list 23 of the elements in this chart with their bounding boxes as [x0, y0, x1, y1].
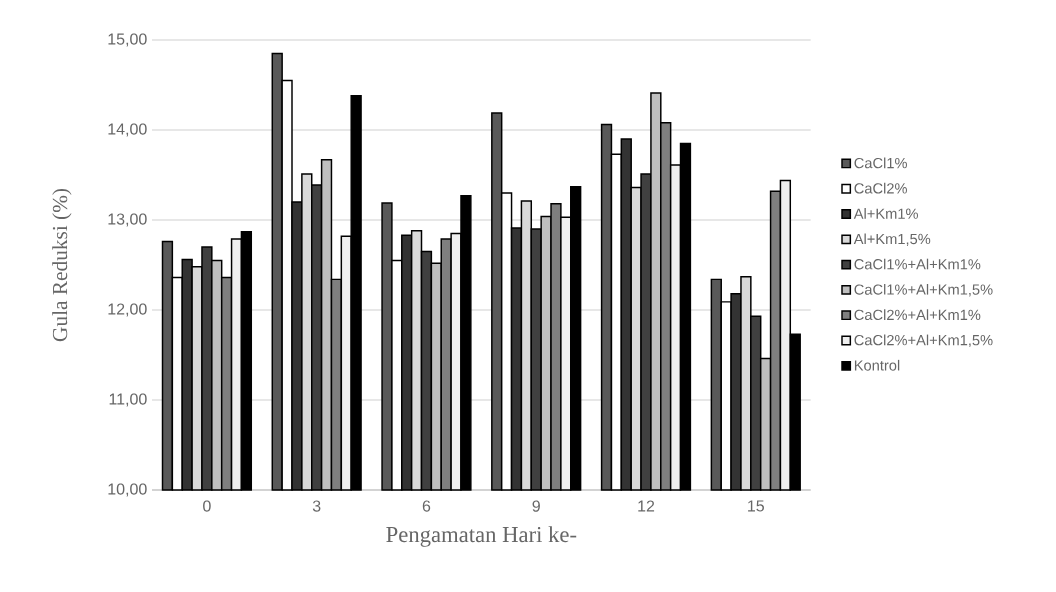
legend-label: CaCl1%+Al+Km1,5%	[854, 283, 993, 297]
x-tick-label: 15	[748, 500, 764, 512]
y-tick-label: 12,00	[108, 303, 147, 317]
x-tick-label: 9	[532, 500, 540, 512]
x-axis-title: Pengamatan Hari ke-	[386, 526, 577, 547]
y-axis-title: Gula Reduksi (%)	[52, 188, 72, 342]
legend-label: CaCl1%	[854, 157, 907, 169]
legend-label: Al+Km1,5%	[853, 233, 931, 246]
legend-label: CaCl2%	[854, 182, 907, 194]
x-tick-label: 3	[312, 500, 321, 512]
legend-label: Kontrol	[854, 359, 900, 371]
y-tick-label: 15,00	[108, 33, 147, 47]
y-tick-label: 10,00	[108, 483, 147, 497]
legend-label: CaCl2%+Al+Km1,5%	[854, 334, 993, 348]
y-tick-label: 14,00	[108, 123, 147, 137]
x-tick-label: 12	[638, 500, 655, 512]
y-tick-label: 11,00	[109, 393, 147, 407]
x-tick-label: 0	[203, 500, 211, 512]
x-tick-label: 6	[422, 500, 431, 512]
legend-label: CaCl1%+Al+Km1%	[854, 258, 981, 270]
y-tick-label: 13,00	[108, 213, 147, 227]
legend-label: CaCl2%+Al+Km1%	[854, 309, 981, 321]
legend-label: Al+Km1%	[853, 208, 919, 219]
